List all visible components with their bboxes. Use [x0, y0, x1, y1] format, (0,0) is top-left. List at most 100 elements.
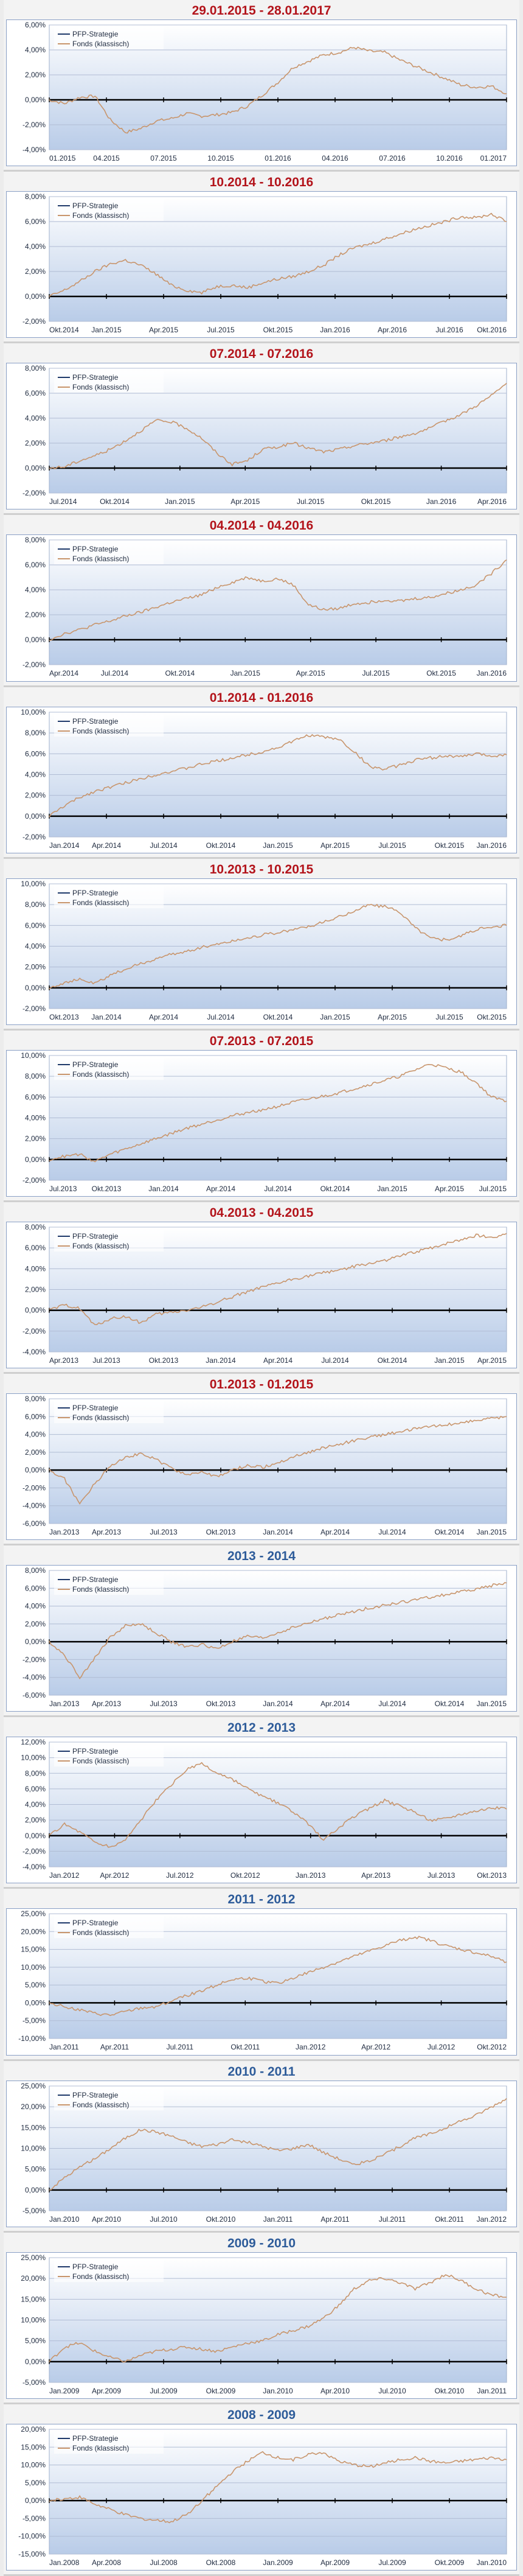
x-tick-label: Jul.2015 [362, 669, 390, 677]
line-chart: 25,00% 20,00% 15,00% 10,00% 5,00% 0,00% -5,00%… [18, 1909, 507, 2051]
legend-box [54, 886, 164, 908]
y-tick-label: 6,00% [25, 1244, 46, 1252]
y-tick-label: 0,00% [25, 2357, 46, 2366]
legend-label: Fonds (klassisch) [72, 555, 129, 563]
y-tick-label: -6,00% [23, 1519, 46, 1528]
y-tick-label: 5,00% [25, 2336, 46, 2345]
chart-panel: 10.2013 - 10.2015 10,00% 8,00% 6,00% 4,00% 2,… [4, 858, 519, 1031]
y-tick-label: 0,00% [25, 1155, 46, 1164]
x-tick-label: Jan.2015 [165, 497, 195, 506]
y-tick-label: 0,00% [25, 2185, 46, 2194]
y-tick-label: 2,00% [25, 439, 46, 447]
legend-box [54, 2259, 164, 2282]
x-tick-label: Jan.2011 [263, 2215, 293, 2224]
legend-box [54, 1057, 164, 1080]
legend-label: PFP-Strategie [72, 2434, 119, 2443]
legend-label: PFP-Strategie [72, 1919, 119, 1927]
x-tick-label: Apr.2016 [378, 326, 407, 334]
y-tick-label: 15,00% [21, 2443, 46, 2451]
legend-label: PFP-Strategie [72, 889, 119, 897]
legend-box [54, 1916, 164, 1939]
x-tick-label: Apr.2015 [435, 1185, 464, 1193]
chart-frame: 8,00% 6,00% 4,00% 2,00% 0,00% -2,00% Okt.2014 J… [6, 191, 517, 338]
y-tick-label: 6,00% [25, 1412, 46, 1421]
chart-title: 04.2014 - 04.2016 [209, 519, 314, 533]
legend-label: Fonds (klassisch) [72, 211, 129, 220]
y-tick-label: -4,00% [23, 1863, 46, 1871]
y-tick-label: 20,00% [21, 2425, 46, 2434]
y-tick-label: -5,00% [23, 2514, 46, 2522]
y-tick-label: 2,00% [25, 267, 46, 276]
x-tick-label: Jul.2014 [321, 1356, 349, 1365]
y-tick-label: 4,00% [25, 46, 46, 54]
x-tick-label: Apr.2009 [92, 2387, 121, 2395]
line-chart: 10,00%8,00%6,00%4,00%2,00%0,00%-2,00%Okt… [21, 880, 507, 1021]
y-tick-label: -4,00% [23, 145, 46, 154]
y-tick-label: 8,00% [25, 729, 46, 737]
x-tick-label: Jul.2012 [166, 1871, 194, 1880]
y-tick-label: 8,00% [25, 1566, 46, 1575]
line-chart: 10,00%8,00%6,00%4,00%2,00%0,00%-2,00%Jul… [21, 1051, 507, 1193]
chart-panel: 2011 - 2012 25,00% 20,00% 15,00% 10,00% 5,00%… [4, 1889, 519, 2061]
y-tick-label: -2,00% [23, 489, 46, 497]
chart-title: 10.2014 - 10.2016 [209, 175, 314, 190]
y-tick-label: 8,00% [25, 1395, 46, 1403]
y-tick-label: 8,00% [25, 1223, 46, 1231]
x-tick-label: Jan.2014 [263, 1528, 293, 1536]
y-tick-label: 10,00% [21, 1754, 46, 1762]
y-tick-label: 2,00% [25, 1816, 46, 1824]
y-tick-label: -2,00% [23, 660, 46, 669]
y-tick-label: 25,00% [21, 2253, 46, 2262]
y-tick-label: -2,00% [23, 1004, 46, 1013]
series-line-fonds [49, 1233, 507, 1325]
y-tick-label: 5,00% [25, 2165, 46, 2173]
x-tick-label: Jan.2010 [477, 2558, 507, 2567]
chart-frame: 8,00% 6,00% 4,00% 2,00% 0,00% -2,00% -4,00% Apr… [6, 1221, 517, 1369]
y-tick-label: 4,00% [25, 1801, 46, 1809]
y-tick-label: 2,00% [25, 611, 46, 619]
y-tick-label: 6,00% [25, 1785, 46, 1793]
chart-frame: 8,00% 6,00% 4,00% 2,00% 0,00% -2,00% -4,00% -6,… [6, 1565, 517, 1712]
x-tick-label: Apr.2012 [361, 2043, 390, 2051]
y-tick-label: 2,00% [25, 791, 46, 799]
x-tick-label: Okt.2008 [206, 2558, 236, 2567]
x-tick-label: Apr.2013 [92, 1699, 121, 1708]
x-tick-label: Okt.2014 [165, 669, 195, 677]
x-tick-label: Okt.2015 [263, 326, 293, 334]
chart-frame: 20,00% 15,00% 10,00% 5,00% 0,00% -5,00% -10,00… [6, 2423, 517, 2571]
chart-frame: 8,00% 6,00% 4,00% 2,00% 0,00% -2,00% Jul.2014 O… [6, 363, 517, 510]
chart-panel: 04.2014 - 04.2016 8,00% 6,00% 4,00% 2,00% 0,0… [4, 515, 519, 687]
x-tick-label: Jul.2016 [435, 326, 463, 334]
chart-panel: 2013 - 2014 8,00% 6,00% 4,00% 2,00% 0,00% -2,0… [4, 1545, 519, 1718]
x-tick-label: Jul.2015 [378, 841, 406, 850]
x-tick-label: Jan.2016 [426, 497, 457, 506]
x-tick-label: Jul.2012 [428, 2043, 455, 2051]
legend-box [54, 1573, 164, 1595]
x-tick-label: Okt.2011 [230, 2043, 260, 2051]
x-tick-label: Okt.2014 [49, 326, 79, 334]
x-tick-label: Okt.2009 [435, 2558, 465, 2567]
legend-box [54, 199, 164, 222]
line-chart: 25,00% 20,00% 15,00% 10,00% 5,00% 0,00% -5,00%… [21, 2253, 507, 2395]
x-tick-label: Okt.2011 [435, 2215, 464, 2224]
x-tick-label: Jan.2012 [49, 1871, 80, 1880]
x-tick-label: Okt.2015 [477, 1013, 507, 1021]
y-tick-label: -2,00% [23, 317, 46, 326]
x-tick-label: Jan.2009 [263, 2558, 293, 2567]
y-tick-label: 6,00% [25, 1093, 46, 1101]
series-line-fonds [49, 903, 507, 989]
x-tick-label: Okt.2013 [149, 1356, 179, 1365]
y-tick-label: -4,00% [23, 1348, 46, 1356]
y-tick-label: 4,00% [25, 942, 46, 950]
x-tick-label: Okt.2014 [378, 1356, 407, 1365]
legend-box [54, 714, 164, 737]
y-tick-label: 0,00% [25, 983, 46, 992]
x-tick-label: Jan.2011 [477, 2387, 507, 2395]
x-tick-label: Okt.2013 [206, 1699, 236, 1708]
x-tick-label: Apr.2011 [100, 2043, 129, 2051]
x-tick-label: 04.2016 [322, 154, 348, 163]
legend-label: Fonds (klassisch) [72, 2444, 129, 2452]
x-tick-label: Jul.2014 [264, 1185, 292, 1193]
